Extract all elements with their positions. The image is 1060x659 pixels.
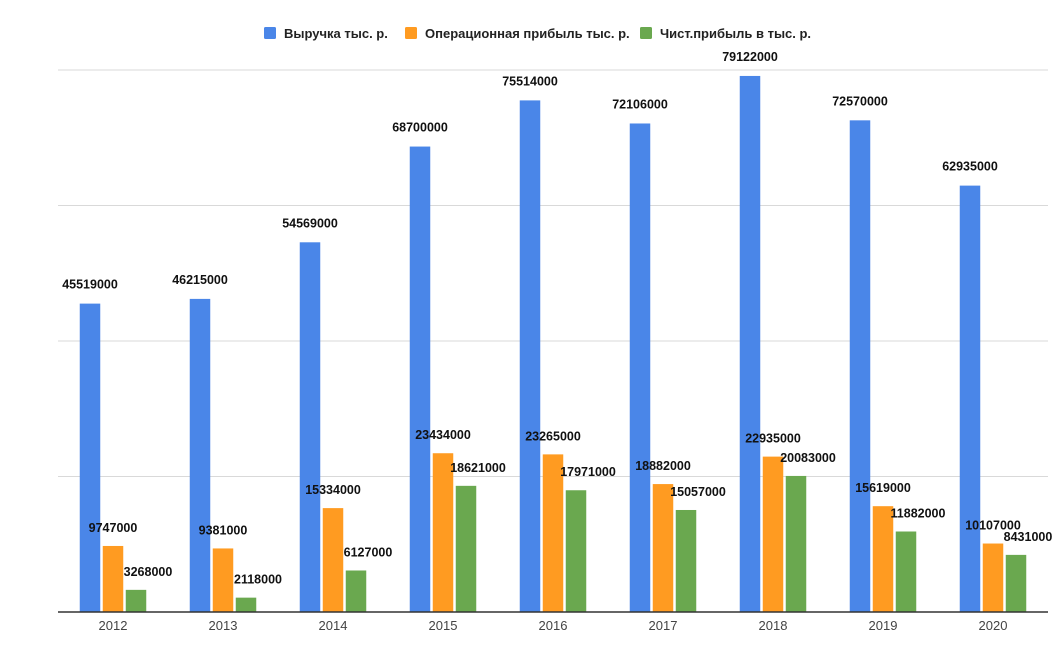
- legend-swatch: [640, 27, 652, 39]
- bar-net-profit-2015: [455, 485, 477, 612]
- bar-net-profit-2014: [345, 570, 367, 612]
- bar-operating-profit-2019: [872, 506, 894, 612]
- data-label: 17971000: [560, 465, 616, 479]
- data-label: 54569000: [282, 216, 338, 230]
- x-tick-label: 2016: [539, 618, 568, 633]
- data-label: 15619000: [855, 481, 911, 495]
- data-label: 10107000: [965, 519, 1021, 533]
- bar-operating-profit-2016: [542, 454, 564, 612]
- bar-revenue-2017: [629, 123, 651, 613]
- data-label: 72106000: [612, 97, 668, 111]
- data-label: 15334000: [305, 483, 361, 497]
- bar-revenue-2015: [409, 146, 431, 612]
- data-label: 23265000: [525, 429, 581, 443]
- x-tick-label: 2018: [759, 618, 788, 633]
- data-label: 8431000: [1004, 530, 1053, 544]
- x-tick-label: 2017: [649, 618, 678, 633]
- data-label: 6127000: [344, 545, 393, 559]
- bar-revenue-2013: [189, 298, 211, 612]
- x-axis: 2012 2013 2014 2015 2016 2017 2018 2019 2020: [58, 611, 1048, 633]
- data-label: 45519000: [62, 278, 118, 292]
- x-tick-label: 2013: [209, 618, 238, 633]
- data-label: 75514000: [502, 74, 558, 88]
- bar-operating-profit-2013: [212, 548, 234, 612]
- bar-operating-profit-2012: [102, 545, 124, 612]
- bars: [79, 75, 1027, 613]
- data-label: 18621000: [450, 461, 506, 475]
- bar-net-profit-2016: [565, 490, 587, 612]
- data-labels: 45519000 9747000 3268000 46215000 9381000 211…: [62, 50, 1052, 587]
- data-label: 2118000: [234, 573, 282, 587]
- data-label: 9747000: [89, 521, 138, 535]
- data-label: 79122000: [722, 50, 778, 64]
- legend-swatch: [405, 27, 417, 39]
- legend-label: Выручка тыс. р.: [284, 26, 388, 41]
- data-label: 15057000: [670, 485, 726, 499]
- bar-operating-profit-2018: [762, 456, 784, 612]
- data-label: 22935000: [745, 432, 801, 446]
- x-tick-label: 2012: [99, 618, 128, 633]
- bar-revenue-2020: [959, 185, 981, 613]
- legend-label: Операционная прибыль тыс. р.: [425, 26, 630, 41]
- bar-revenue-2012: [79, 303, 101, 612]
- data-label: 68700000: [392, 121, 448, 135]
- data-label: 11882000: [891, 506, 946, 520]
- data-label: 72570000: [832, 94, 888, 108]
- bar-revenue-2019: [849, 120, 871, 612]
- bar-net-profit-2018: [785, 475, 807, 612]
- data-label: 62935000: [942, 160, 998, 174]
- bar-net-profit-2019: [895, 531, 917, 612]
- data-label: 46215000: [172, 273, 228, 287]
- x-tick-label: 2019: [869, 618, 898, 633]
- data-label: 18882000: [635, 459, 691, 473]
- legend-label: Чист.прибыль в тыс. р.: [660, 26, 811, 41]
- bar-operating-profit-2014: [322, 508, 344, 612]
- data-label: 20083000: [780, 451, 836, 465]
- legend: Выручка тыс. р. Операционная прибыль тыс.…: [264, 26, 811, 41]
- x-tick-label: 2015: [429, 618, 458, 633]
- bar-net-profit-2012: [125, 589, 147, 612]
- bar-operating-profit-2017: [652, 484, 674, 612]
- bar-operating-profit-2020: [982, 543, 1004, 612]
- bar-net-profit-2013: [235, 597, 257, 612]
- x-tick-label: 2014: [319, 618, 348, 633]
- x-tick-label: 2020: [979, 618, 1008, 633]
- bar-operating-profit-2015: [432, 453, 454, 612]
- data-label: 3268000: [124, 565, 173, 579]
- bar-revenue-2016: [519, 100, 541, 613]
- bar-revenue-2018: [739, 75, 761, 613]
- bar-net-profit-2017: [675, 509, 697, 612]
- bar-revenue-2014: [299, 242, 321, 612]
- legend-swatch: [264, 27, 276, 39]
- bar-net-profit-2020: [1005, 554, 1027, 612]
- data-label: 9381000: [199, 523, 248, 537]
- data-label: 23434000: [415, 428, 471, 442]
